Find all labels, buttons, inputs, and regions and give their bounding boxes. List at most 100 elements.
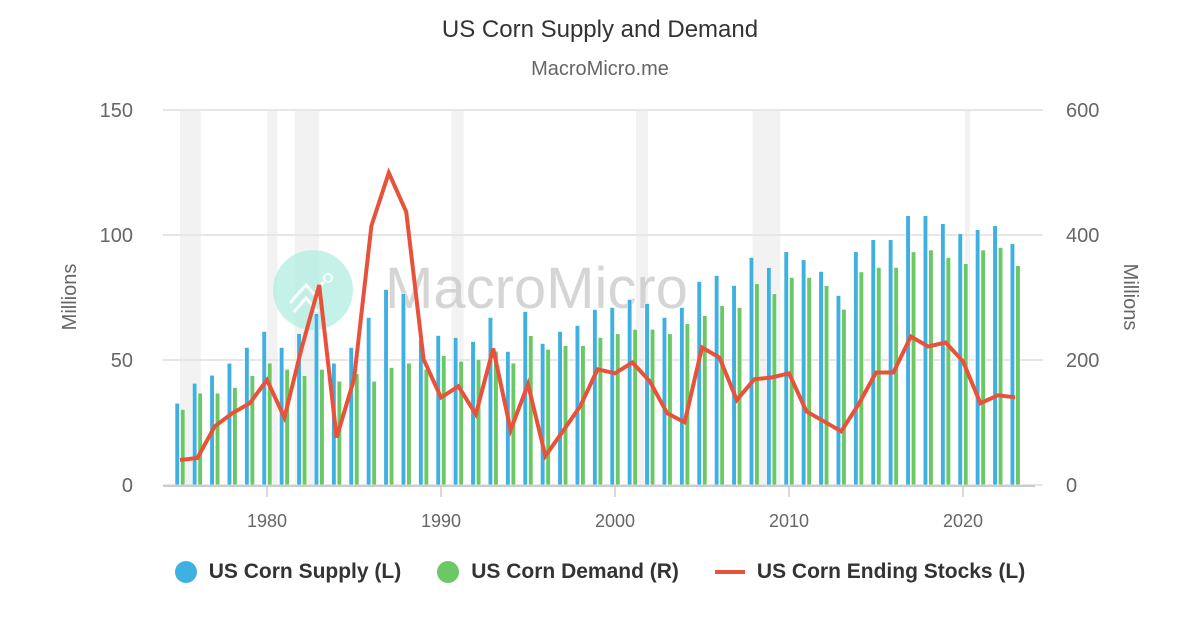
demand-bar[interactable] bbox=[980, 249, 986, 486]
demand-bar[interactable] bbox=[249, 375, 255, 486]
y-right-tick-label: 200 bbox=[1066, 350, 1099, 372]
supply-bar[interactable] bbox=[627, 299, 633, 486]
demand-bar[interactable] bbox=[806, 277, 812, 486]
legend-item-demand[interactable]: US Corn Demand (R) bbox=[437, 560, 679, 584]
supply-bar[interactable] bbox=[609, 307, 615, 486]
axes: 1980 1990 2000 2010 2020 0 50 100 150 0 200 400 600 M… bbox=[59, 100, 1141, 531]
demand-bar[interactable] bbox=[632, 329, 638, 486]
line-marker-icon bbox=[714, 570, 745, 574]
demand-bar[interactable] bbox=[301, 375, 308, 486]
supply-bar[interactable] bbox=[557, 331, 563, 486]
supply-bar[interactable] bbox=[922, 215, 929, 486]
supply-bar[interactable] bbox=[818, 271, 824, 486]
demand-bar[interactable] bbox=[441, 355, 447, 486]
demand-bar[interactable] bbox=[580, 345, 586, 486]
y-right-axis-title: Millions bbox=[1119, 264, 1141, 331]
x-tick-label: 2000 bbox=[595, 511, 635, 531]
demand-bar[interactable] bbox=[841, 309, 847, 486]
supply-bar[interactable] bbox=[192, 382, 198, 486]
y-left-tick-label: 150 bbox=[100, 100, 133, 122]
demand-bar[interactable] bbox=[858, 271, 864, 486]
y-left-tick-label: 50 bbox=[111, 350, 133, 372]
demand-bar[interactable] bbox=[702, 315, 708, 486]
supply-bar[interactable] bbox=[261, 331, 267, 486]
supply-bar[interactable] bbox=[644, 303, 650, 486]
supply-bar[interactable] bbox=[435, 335, 441, 486]
demand-bar[interactable] bbox=[649, 329, 656, 486]
demand-bar[interactable] bbox=[180, 409, 186, 486]
supply-bar[interactable] bbox=[888, 239, 894, 486]
supply-bar[interactable] bbox=[400, 293, 407, 486]
demand-bar[interactable] bbox=[997, 247, 1004, 486]
demand-bar[interactable] bbox=[667, 333, 673, 486]
supply-bar[interactable] bbox=[383, 289, 389, 486]
supply-bar[interactable] bbox=[975, 229, 981, 486]
supply-bar[interactable] bbox=[226, 362, 232, 486]
supply-bar[interactable] bbox=[174, 402, 180, 486]
demand-bar[interactable] bbox=[423, 369, 429, 486]
demand-bar[interactable] bbox=[719, 305, 725, 486]
supply-bar[interactable] bbox=[696, 281, 702, 486]
x-tick-label: 1980 bbox=[247, 511, 287, 531]
demand-bar[interactable] bbox=[823, 285, 830, 486]
supply-bar[interactable] bbox=[870, 239, 876, 486]
demand-bar[interactable] bbox=[354, 373, 360, 486]
y-right-tick-label: 400 bbox=[1066, 225, 1099, 247]
supply-bar[interactable] bbox=[853, 251, 859, 486]
watermark-text: MacroMicro bbox=[385, 256, 688, 321]
supply-bar[interactable] bbox=[366, 317, 372, 486]
demand-bar[interactable] bbox=[928, 249, 934, 486]
supply-bar[interactable] bbox=[940, 223, 946, 486]
demand-bar[interactable] bbox=[945, 257, 951, 486]
watermark: MacroMicro bbox=[273, 250, 688, 330]
demand-bar[interactable] bbox=[232, 387, 238, 486]
demand-bar[interactable] bbox=[458, 360, 464, 486]
supply-bar[interactable] bbox=[487, 317, 494, 486]
supply-bar[interactable] bbox=[905, 215, 911, 486]
supply-bar[interactable] bbox=[992, 225, 998, 486]
legend-item-supply[interactable]: US Corn Supply (L) bbox=[174, 560, 402, 584]
demand-bar[interactable] bbox=[597, 337, 603, 486]
demand-bar[interactable] bbox=[1015, 265, 1021, 486]
demand-bar[interactable] bbox=[910, 251, 917, 486]
x-tick-label: 2010 bbox=[769, 511, 809, 531]
supply-bar[interactable] bbox=[592, 309, 598, 486]
demand-bar[interactable] bbox=[562, 345, 569, 486]
legend-item-ending-stocks[interactable]: US Corn Ending Stocks (L) bbox=[714, 560, 1025, 584]
supply-bar[interactable] bbox=[783, 251, 789, 486]
ending-stocks-line[interactable] bbox=[179, 167, 1016, 462]
demand-bar[interactable] bbox=[371, 380, 377, 486]
circle-marker-icon bbox=[174, 561, 197, 583]
demand-bar[interactable] bbox=[615, 333, 621, 486]
demand-bar[interactable] bbox=[754, 283, 760, 486]
demand-bar[interactable] bbox=[197, 392, 203, 486]
circle-marker-icon bbox=[437, 561, 460, 583]
demand-bar[interactable] bbox=[876, 267, 882, 486]
supply-bar[interactable] bbox=[540, 343, 546, 486]
demand-bar[interactable] bbox=[475, 359, 482, 486]
supply-bar[interactable] bbox=[453, 337, 459, 486]
supply-bar[interactable] bbox=[679, 307, 685, 486]
watermark-logo-icon bbox=[273, 250, 353, 330]
demand-bar[interactable] bbox=[215, 392, 221, 486]
demand-bar[interactable] bbox=[388, 367, 395, 486]
demand-bar[interactable] bbox=[545, 349, 551, 486]
supply-bar[interactable] bbox=[835, 295, 842, 486]
supply-bar[interactable] bbox=[348, 347, 354, 486]
supply-bar[interactable] bbox=[714, 275, 720, 486]
supply-bar[interactable] bbox=[748, 257, 755, 486]
supply-bar[interactable] bbox=[244, 347, 250, 486]
demand-bar[interactable] bbox=[406, 362, 412, 486]
supply-bar[interactable] bbox=[313, 313, 320, 486]
demand-bar[interactable] bbox=[771, 293, 777, 486]
x-tick-label: 1990 bbox=[421, 511, 461, 531]
demand-bar[interactable] bbox=[893, 267, 899, 486]
supply-bar[interactable] bbox=[1009, 243, 1016, 486]
legend-label: US Corn Supply (L) bbox=[208, 560, 402, 583]
demand-bar[interactable] bbox=[319, 369, 325, 486]
y-right-tick-label: 0 bbox=[1066, 475, 1077, 497]
mountain-peak-icon bbox=[323, 273, 333, 283]
supply-bar[interactable] bbox=[801, 259, 807, 486]
demand-bar[interactable] bbox=[284, 369, 290, 486]
